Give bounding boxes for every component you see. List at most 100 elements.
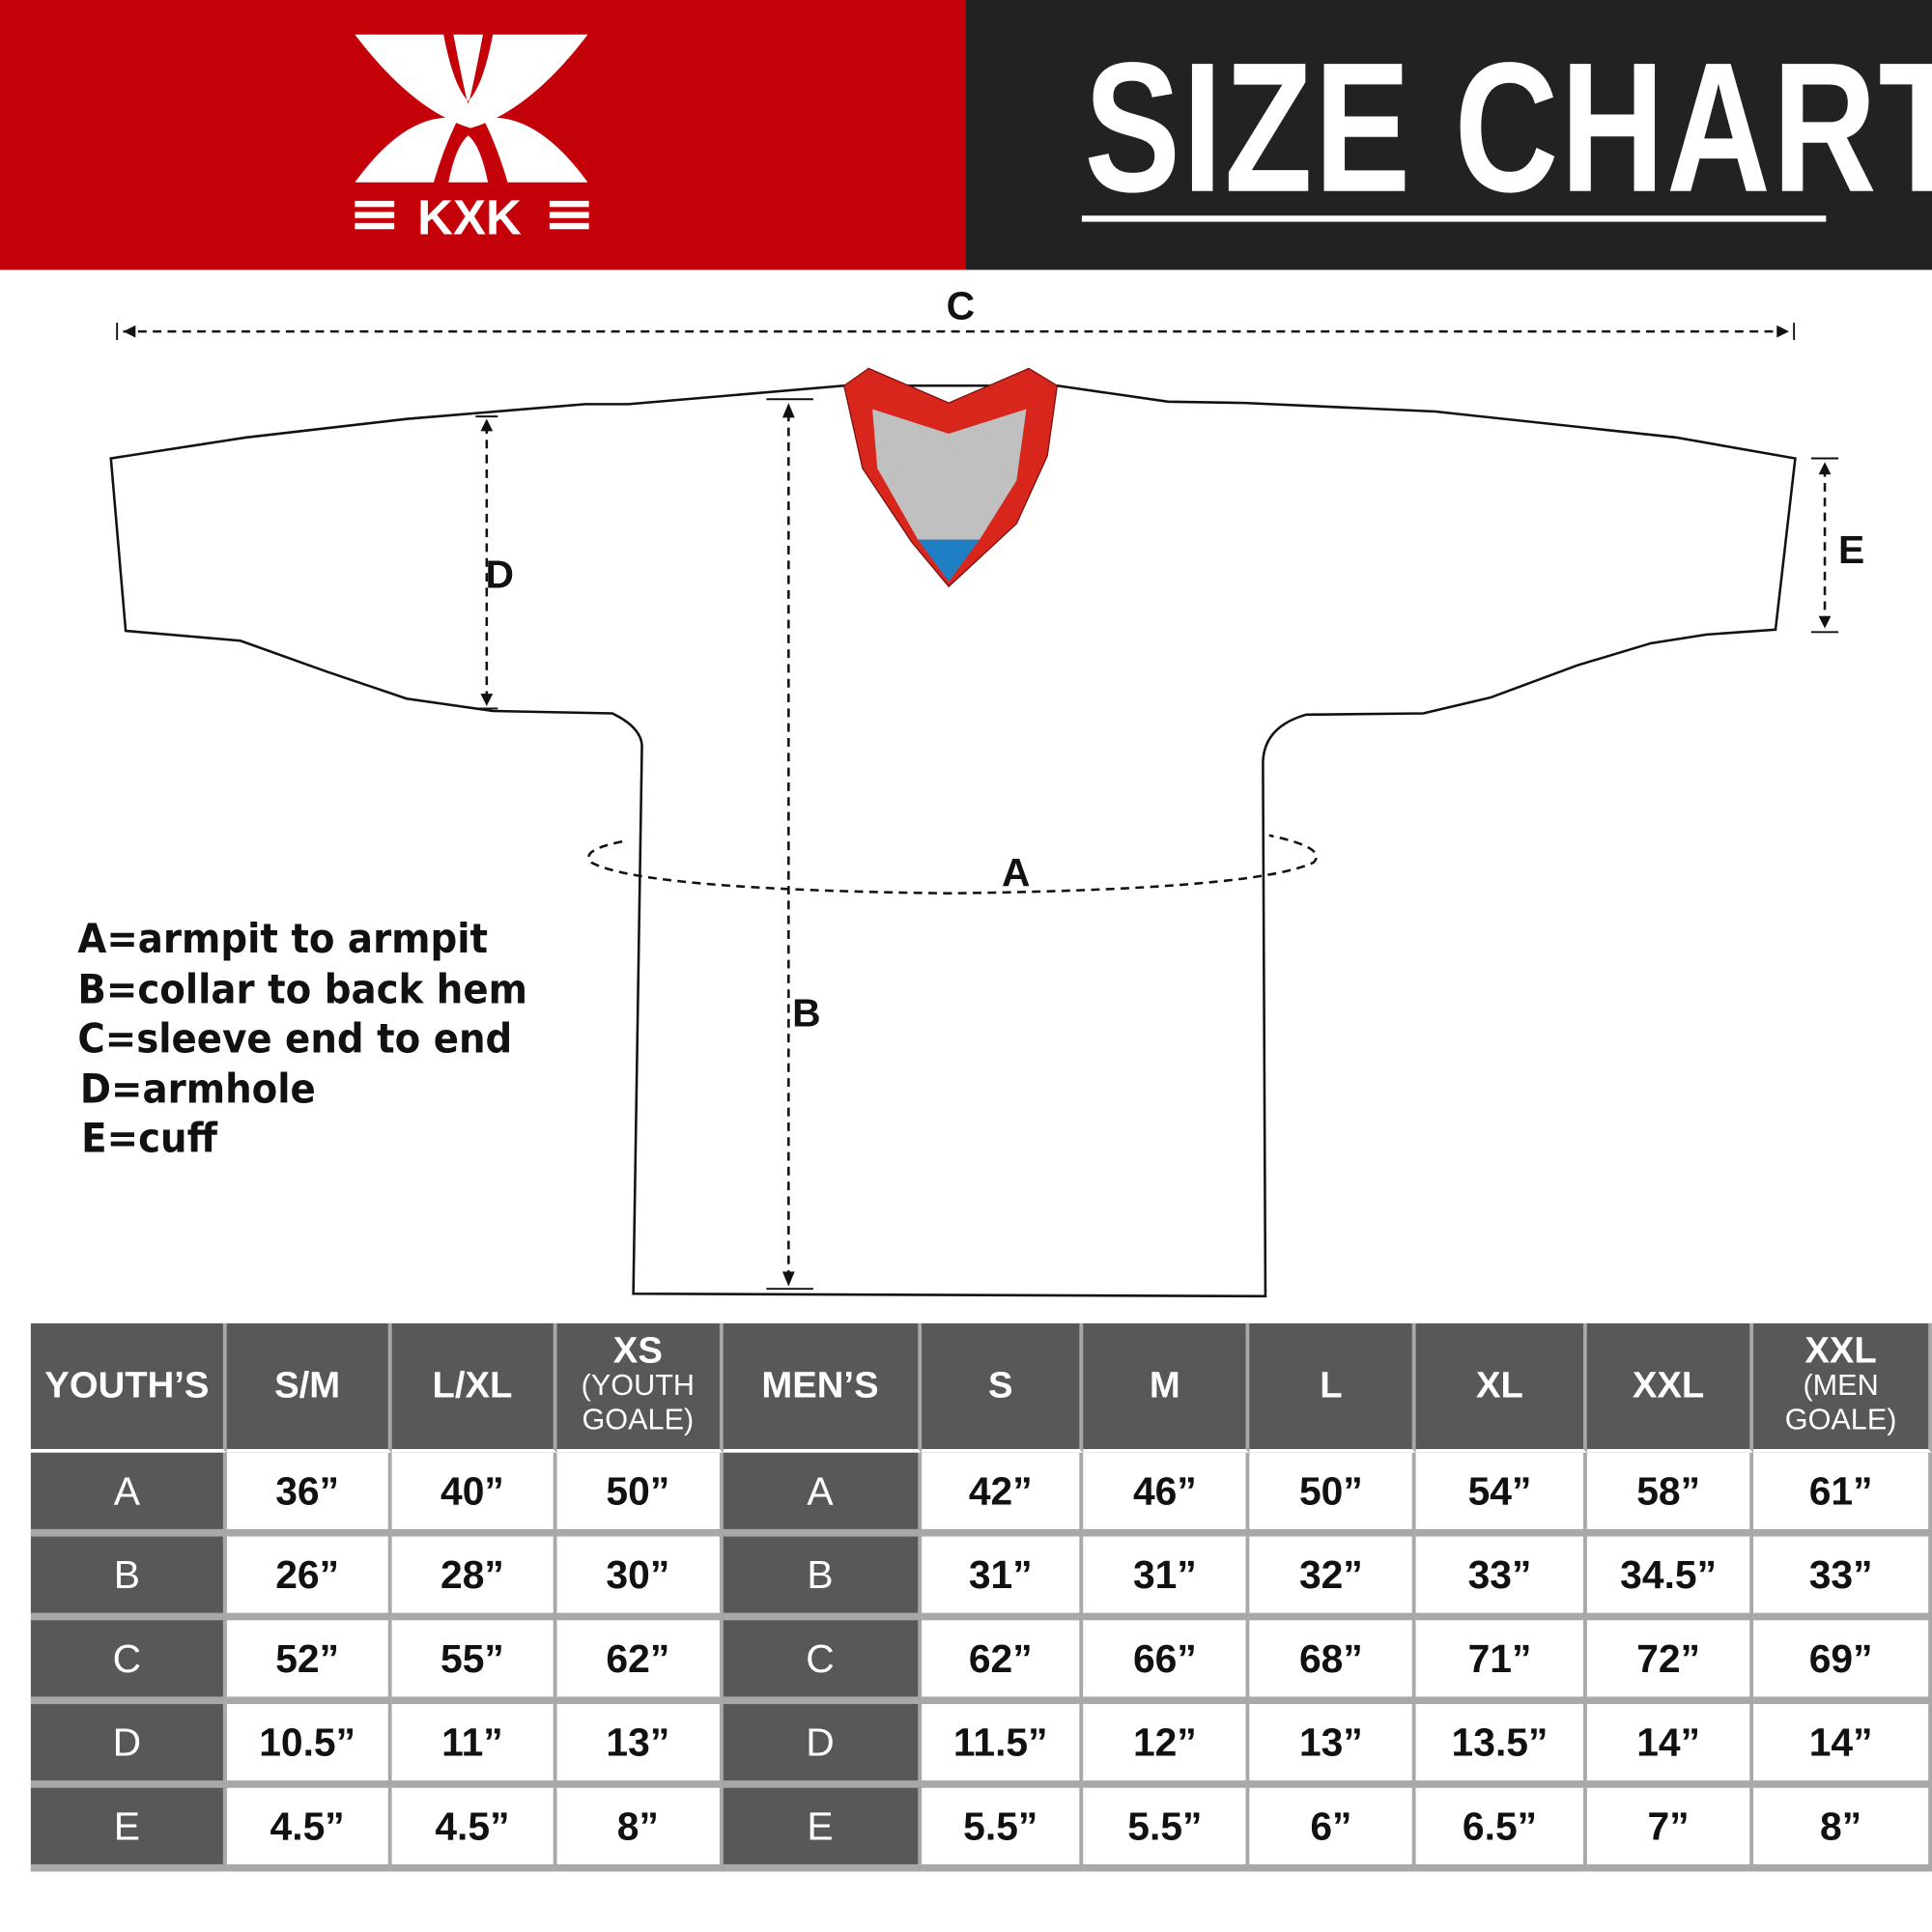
size-value: 26” (226, 1536, 392, 1621)
label-c: C (946, 283, 976, 328)
size-value: 72” (1586, 1620, 1754, 1705)
row-key: A (30, 1452, 227, 1537)
column-header: XXL (MEN GOALE) (1753, 1322, 1932, 1453)
size-value: 62” (921, 1620, 1084, 1705)
size-value: 33” (1753, 1536, 1932, 1621)
size-value: 4.5” (391, 1787, 557, 1872)
row-key: C (723, 1620, 922, 1705)
column-header: XXL (1586, 1322, 1754, 1453)
size-value: 5.5” (1083, 1787, 1250, 1872)
size-value: 42” (921, 1452, 1084, 1537)
size-value: 71” (1415, 1620, 1587, 1705)
size-value: 10.5” (226, 1704, 392, 1788)
row-key: D (30, 1704, 227, 1788)
column-header: S/M (226, 1322, 392, 1453)
size-value: 12” (1083, 1704, 1250, 1788)
size-value: 62” (556, 1620, 724, 1705)
size-value: 11” (391, 1704, 557, 1788)
size-value: 54” (1415, 1452, 1587, 1537)
table-row: E 4.5” 4.5” 8” E 5.5” 5.5” 6” 6.5” 7” 8” (30, 1787, 1932, 1872)
youth-header: YOUTH’S (30, 1322, 227, 1453)
column-header-label: XXL (1632, 1365, 1705, 1406)
jersey-diagram (109, 323, 1839, 1298)
measurement-legend: A=armpit to armpit B=collar to back hem … (77, 914, 566, 1164)
row-key: E (723, 1787, 922, 1872)
collar-tag (918, 539, 980, 582)
youth-header-label: YOUTH’S (44, 1365, 210, 1406)
table-row: C 52” 55” 62” C 62” 66” 68” 71” 72” 69” (30, 1620, 1932, 1705)
size-value: 33” (1415, 1536, 1587, 1621)
size-value: 14” (1753, 1704, 1932, 1788)
jersey-outline (109, 384, 1797, 1298)
row-key: A (723, 1452, 922, 1537)
legend-item: A=armpit to armpit (77, 914, 489, 963)
size-value: 14” (1586, 1704, 1754, 1788)
size-value: 28” (391, 1536, 557, 1621)
title-underline (1081, 215, 1827, 222)
size-value: 40” (391, 1452, 557, 1537)
size-value: 66” (1083, 1620, 1250, 1705)
collar-insert (872, 409, 1027, 540)
size-value: 52” (226, 1620, 392, 1705)
table-row: D 10.5” 11” 13” D 11.5” 12” 13” 13.5” 14” 14” (30, 1704, 1932, 1788)
size-value: 58” (1586, 1452, 1754, 1537)
row-key: B (723, 1536, 922, 1621)
size-value: 11.5” (921, 1704, 1084, 1788)
size-value: 13” (1249, 1704, 1416, 1788)
column-header-label: S (987, 1365, 1013, 1406)
size-value: 31” (1083, 1536, 1250, 1621)
title-banner (965, 0, 1932, 270)
size-value: 7” (1586, 1787, 1754, 1872)
size-value: 31” (921, 1536, 1084, 1621)
label-e: E (1838, 526, 1865, 572)
size-value: 8” (556, 1787, 724, 1872)
table-header-row: YOUTH’S S/M L/XL XS (YOUTH GOALE) MEN’S S M L XL X… (30, 1322, 1932, 1453)
column-header-label: L (1320, 1365, 1343, 1406)
size-value: 6.5” (1415, 1787, 1587, 1872)
table-row: A 36” 40” 50” A 42” 46” 50” 54” 58” 61” (30, 1452, 1932, 1537)
label-a: A (1001, 850, 1031, 895)
column-header: M (1083, 1322, 1250, 1453)
size-value: 32” (1249, 1536, 1416, 1621)
size-value: 46” (1083, 1452, 1250, 1537)
row-key: B (30, 1536, 227, 1621)
column-header-label: XS (612, 1330, 663, 1372)
kxk-logo: KXK (355, 34, 589, 244)
column-header-sublabel: (MEN GOALE) (1784, 1369, 1897, 1437)
size-value: 55” (391, 1620, 557, 1705)
legend-item: E=cuff (81, 1114, 217, 1163)
column-header-label: XXL (1804, 1330, 1877, 1372)
legend-item: C=sleeve end to end (77, 1013, 513, 1063)
column-header-label: XL (1476, 1365, 1523, 1406)
size-value: 13.5” (1415, 1704, 1587, 1788)
column-header: S (921, 1322, 1084, 1453)
row-key: E (30, 1787, 227, 1872)
size-value: 4.5” (226, 1787, 392, 1872)
size-value: 8” (1753, 1787, 1932, 1872)
svg-text:KXK: KXK (417, 189, 522, 244)
column-header: L (1249, 1322, 1416, 1453)
size-value: 5.5” (921, 1787, 1084, 1872)
men-header-label: MEN’S (761, 1365, 879, 1406)
table-row: B 26” 28” 30” B 31” 31” 32” 33” 34.5” 33” (30, 1536, 1932, 1621)
column-header: XL (1415, 1322, 1587, 1453)
size-value: 50” (556, 1452, 724, 1537)
column-header-label: M (1149, 1365, 1180, 1406)
column-header: XS (YOUTH GOALE) (556, 1322, 724, 1453)
label-b: B (792, 990, 821, 1036)
row-key: C (30, 1620, 227, 1705)
size-value: 13” (556, 1704, 724, 1788)
column-header: L/XL (391, 1322, 557, 1453)
column-header-sublabel: (YOUTH GOALE) (581, 1369, 696, 1437)
size-value: 36” (226, 1452, 392, 1537)
size-table: YOUTH’S S/M L/XL XS (YOUTH GOALE) MEN’S S M L XL X… (30, 1322, 1932, 1872)
measure-a-ellipse (587, 834, 1318, 895)
size-value: 68” (1249, 1620, 1416, 1705)
size-value: 61” (1753, 1452, 1932, 1537)
column-header-label: S/M (274, 1365, 341, 1406)
legend-item: D=armhole (79, 1064, 316, 1113)
size-value: 34.5” (1586, 1536, 1754, 1621)
column-header-label: L/XL (432, 1365, 513, 1406)
legend-item: B=collar to back hem (77, 964, 527, 1012)
